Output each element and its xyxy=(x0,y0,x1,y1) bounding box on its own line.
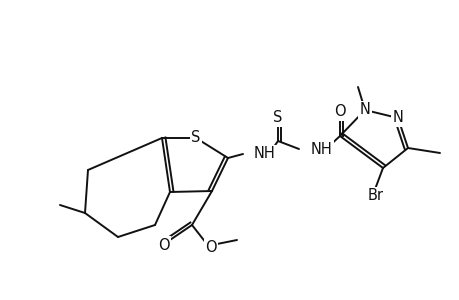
Text: S: S xyxy=(273,110,282,125)
Text: O: O xyxy=(158,238,169,253)
Text: N: N xyxy=(359,103,369,118)
Text: S: S xyxy=(191,130,200,146)
Text: NH: NH xyxy=(310,142,332,157)
Text: Br: Br xyxy=(367,188,383,203)
Text: O: O xyxy=(205,241,216,256)
Text: N: N xyxy=(392,110,403,125)
Text: O: O xyxy=(333,104,345,119)
Text: NH: NH xyxy=(253,146,275,161)
